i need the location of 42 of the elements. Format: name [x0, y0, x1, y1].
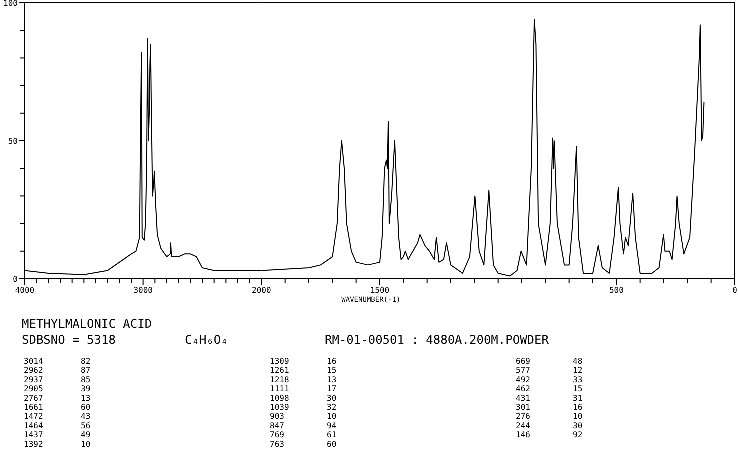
text: 431 31	[516, 394, 583, 403]
text: 847 94	[270, 421, 337, 430]
text: 301 16	[516, 403, 583, 412]
text: 763 60	[270, 440, 337, 449]
text: 1098 30	[270, 394, 337, 403]
text: 1392 10	[24, 440, 91, 449]
text: 669 48	[516, 357, 583, 366]
text: 3014 82	[24, 357, 91, 366]
y-tick-label: 100	[4, 0, 18, 8]
x-tick-label: 1500	[370, 286, 390, 295]
text: 492 33	[516, 375, 583, 384]
text: 1261 15	[270, 366, 337, 376]
text: 577 12	[516, 366, 583, 376]
x-tick-label: 500	[609, 286, 624, 295]
text: 2767 13	[24, 394, 91, 403]
text: 1039 32	[270, 403, 337, 412]
text: 462 15	[516, 384, 583, 394]
text: 276 10	[516, 412, 583, 422]
text: 146 92	[516, 430, 583, 440]
x-tick-label: 2000	[252, 286, 272, 295]
y-tick-label: 50	[8, 137, 18, 146]
text: 1661 60	[24, 403, 91, 412]
text: SDBSNO = 5318	[22, 333, 116, 347]
x-tick-label: 0	[732, 286, 738, 295]
text: RM-01-00501 : 4880A.200M.POWDER	[325, 333, 550, 347]
text: 1437 49	[24, 430, 91, 440]
text: C₄H₆O₄	[185, 333, 228, 347]
x-tick-label: 3000	[134, 286, 154, 295]
text: 1309 16	[270, 357, 337, 366]
text: METHYLMALONIC ACID	[22, 317, 152, 331]
text: 769 61	[270, 430, 337, 440]
text: 244 30	[516, 421, 583, 430]
text: 1464 56	[24, 421, 91, 430]
text: 1111 17	[270, 384, 337, 394]
text: 903 10	[270, 412, 337, 422]
text: 2962 87	[24, 366, 91, 376]
x-tick-label: 4000	[15, 286, 35, 295]
text: 2905 39	[24, 384, 91, 394]
text: 1472 43	[24, 412, 91, 422]
text: 2937 85	[24, 375, 91, 384]
y-tick-label: 0	[13, 275, 18, 284]
text: 1218 13	[270, 375, 337, 384]
